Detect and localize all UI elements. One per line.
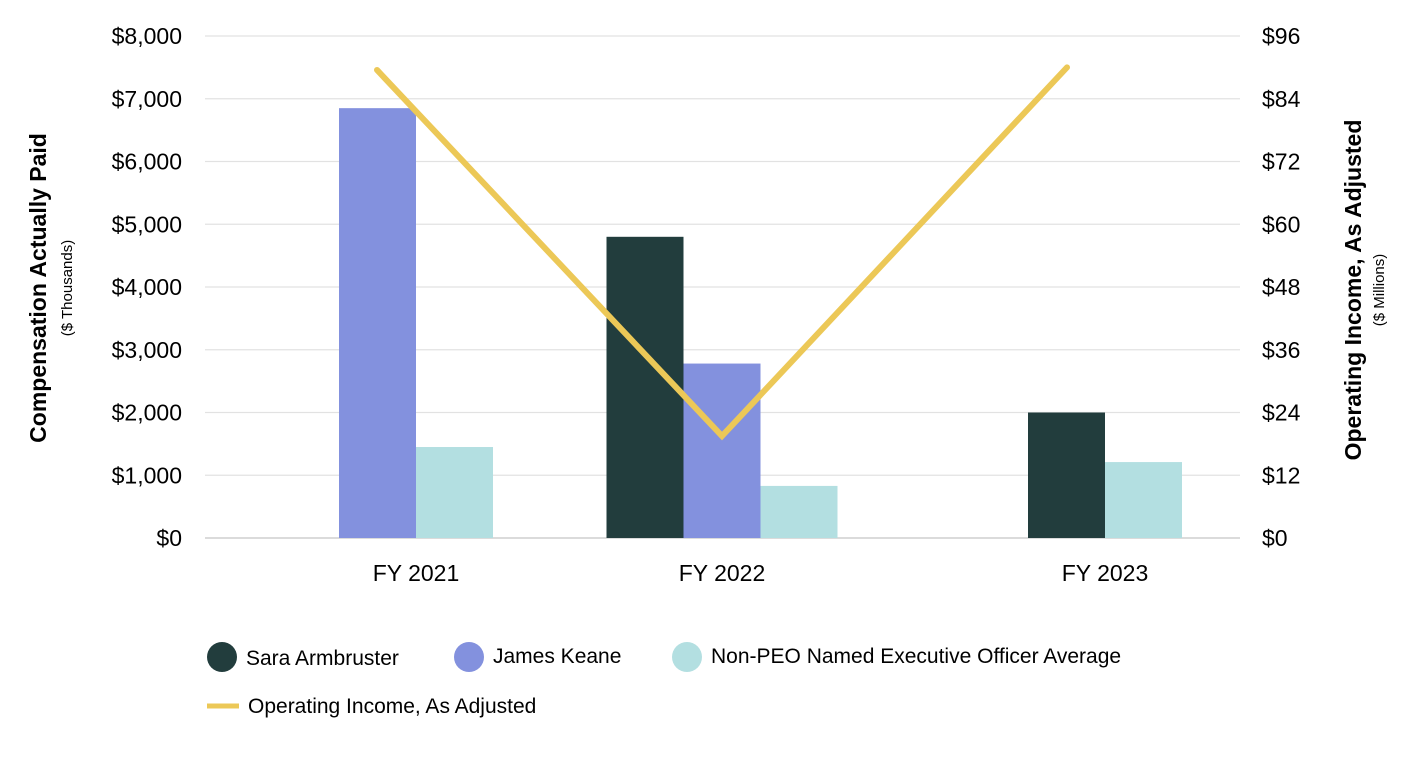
bar-non-peo-named-executive-officer-average-fy-2023 [1105, 462, 1182, 538]
right-axis-ticks: $0 $12 $24 $36 $48 $60 $72 $84 $96 [1262, 23, 1301, 551]
legend-label-sara-armbruster: Sara Armbruster [246, 647, 399, 670]
line-point-fy-2022 [721, 435, 723, 437]
left-axis-subtitle: ($ Thousands) [59, 240, 76, 336]
left-axis-ticks: $0 $1,000 $2,000 $3,000 $4,000 $5,000 $6,000 $7… [112, 23, 182, 551]
left-tick-label: $6,000 [112, 149, 182, 175]
right-tick-label: $96 [1262, 23, 1300, 49]
left-tick-label: $3,000 [112, 337, 182, 363]
left-tick-label: $8,000 [112, 23, 182, 49]
bars [339, 108, 1182, 539]
legend-label-non-peo-average: Non-PEO Named Executive Officer Average [711, 645, 1121, 668]
right-tick-label: $72 [1262, 149, 1300, 175]
bar-non-peo-named-executive-officer-average-fy-2021 [416, 447, 493, 538]
x-tick-label: FY 2021 [373, 560, 460, 586]
legend-swatch-james-keane [454, 642, 484, 672]
operating-income-line [374, 64, 1070, 441]
left-axis-title: Compensation Actually Paid [25, 133, 51, 443]
right-tick-label: $60 [1262, 211, 1300, 237]
x-axis-labels: FY 2021 FY 2022 FY 2023 [373, 560, 1149, 586]
left-tick-label: $7,000 [112, 86, 182, 112]
legend-swatch-non-peo-average [672, 642, 702, 672]
bar-non-peo-named-executive-officer-average-fy-2022 [760, 485, 838, 538]
legend-label-james-keane: James Keane [493, 645, 621, 668]
line-point-fy-2021 [376, 69, 378, 71]
left-tick-label: $1,000 [112, 462, 182, 488]
x-tick-label: FY 2023 [1062, 560, 1149, 586]
x-tick-label: FY 2022 [679, 560, 766, 586]
legend: Sara Armbruster James Keane Non-PEO Name… [207, 642, 1121, 718]
bar-james-keane-fy-2022 [683, 363, 761, 538]
right-tick-label: $48 [1262, 274, 1300, 300]
bar-sara-armbruster-fy-2022 [606, 236, 684, 539]
bar-sara-armbruster-fy-2023 [1028, 412, 1105, 538]
left-tick-label: $0 [156, 525, 182, 551]
right-axis-subtitle: ($ Millions) [1371, 254, 1388, 327]
right-axis-title: Operating Income, As Adjusted [1340, 120, 1366, 461]
left-tick-label: $2,000 [112, 400, 182, 426]
left-tick-label: $5,000 [112, 211, 182, 237]
legend-swatch-sara-armbruster [207, 642, 237, 672]
right-tick-label: $0 [1262, 525, 1288, 551]
right-tick-label: $24 [1262, 400, 1301, 426]
legend-label-operating-income: Operating Income, As Adjusted [248, 695, 536, 718]
right-tick-label: $36 [1262, 337, 1300, 363]
line-point-fy-2023 [1066, 66, 1068, 68]
bar-james-keane-fy-2021 [339, 108, 416, 538]
left-tick-label: $4,000 [112, 274, 182, 300]
right-tick-label: $12 [1262, 462, 1300, 488]
right-tick-label: $84 [1262, 86, 1301, 112]
